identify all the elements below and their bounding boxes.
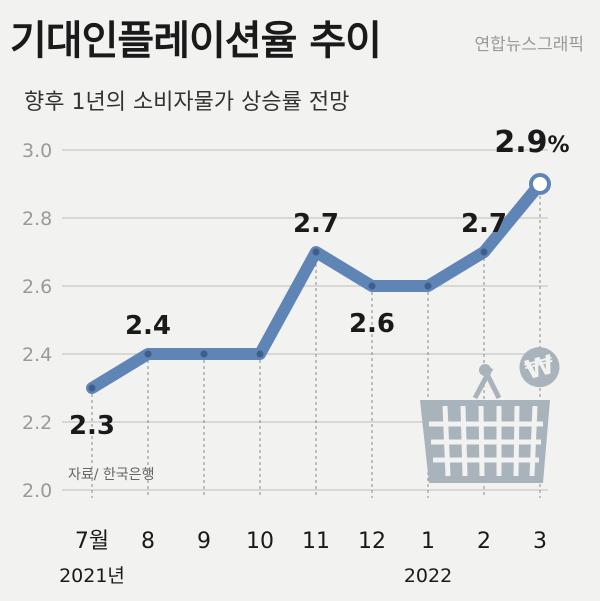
year-label: 2021년 xyxy=(59,565,125,587)
y-tick-label: 2.8 xyxy=(22,208,52,230)
chart-title: 기대인플레이션율 추이 xyxy=(10,18,382,64)
x-tick-label: 7월 xyxy=(75,529,109,554)
data-label-unit: % xyxy=(548,133,570,158)
data-label: 2.4 xyxy=(125,311,171,341)
won-sign-icon: ₩ xyxy=(519,347,560,388)
data-label: 2.3 xyxy=(69,411,115,441)
x-tick-label: 3 xyxy=(533,529,547,554)
data-label: 2.9% xyxy=(494,125,569,160)
y-tick-label: 2.2 xyxy=(22,412,52,434)
x-tick-label: 8 xyxy=(141,529,155,554)
brand-label: 연합뉴스그래픽 xyxy=(474,35,584,55)
data-point xyxy=(144,350,152,358)
x-tick-label: 10 xyxy=(246,529,274,554)
shopping-basket-icon: ₩ xyxy=(420,347,560,483)
data-point xyxy=(368,282,376,290)
data-point xyxy=(424,282,432,290)
x-tick-label: 1 xyxy=(421,529,435,554)
x-tick-label: 2 xyxy=(477,529,491,554)
x-tick-label: 9 xyxy=(197,529,211,554)
y-tick-label: 3.0 xyxy=(22,140,52,162)
chart-subtitle: 향후 1년의 소비자물가 상승률 전망 xyxy=(24,90,350,115)
x-tick-label: 11 xyxy=(302,529,330,554)
year-label: 2022 xyxy=(404,565,452,587)
data-label: 2.7 xyxy=(293,209,339,239)
data-point xyxy=(529,173,551,195)
data-label: 2.6 xyxy=(349,309,395,339)
data-point xyxy=(312,248,320,256)
data-point xyxy=(88,384,96,392)
y-tick-label: 2.4 xyxy=(22,344,52,366)
data-point xyxy=(256,350,264,358)
data-label: 2.7 xyxy=(461,209,507,239)
source-credit: 자료/ 한국은행 xyxy=(68,467,155,483)
data-point xyxy=(480,248,488,256)
data-point xyxy=(200,350,208,358)
y-tick-label: 2.6 xyxy=(22,276,52,298)
y-tick-label: 2.0 xyxy=(22,480,52,502)
x-tick-label: 12 xyxy=(358,529,386,554)
